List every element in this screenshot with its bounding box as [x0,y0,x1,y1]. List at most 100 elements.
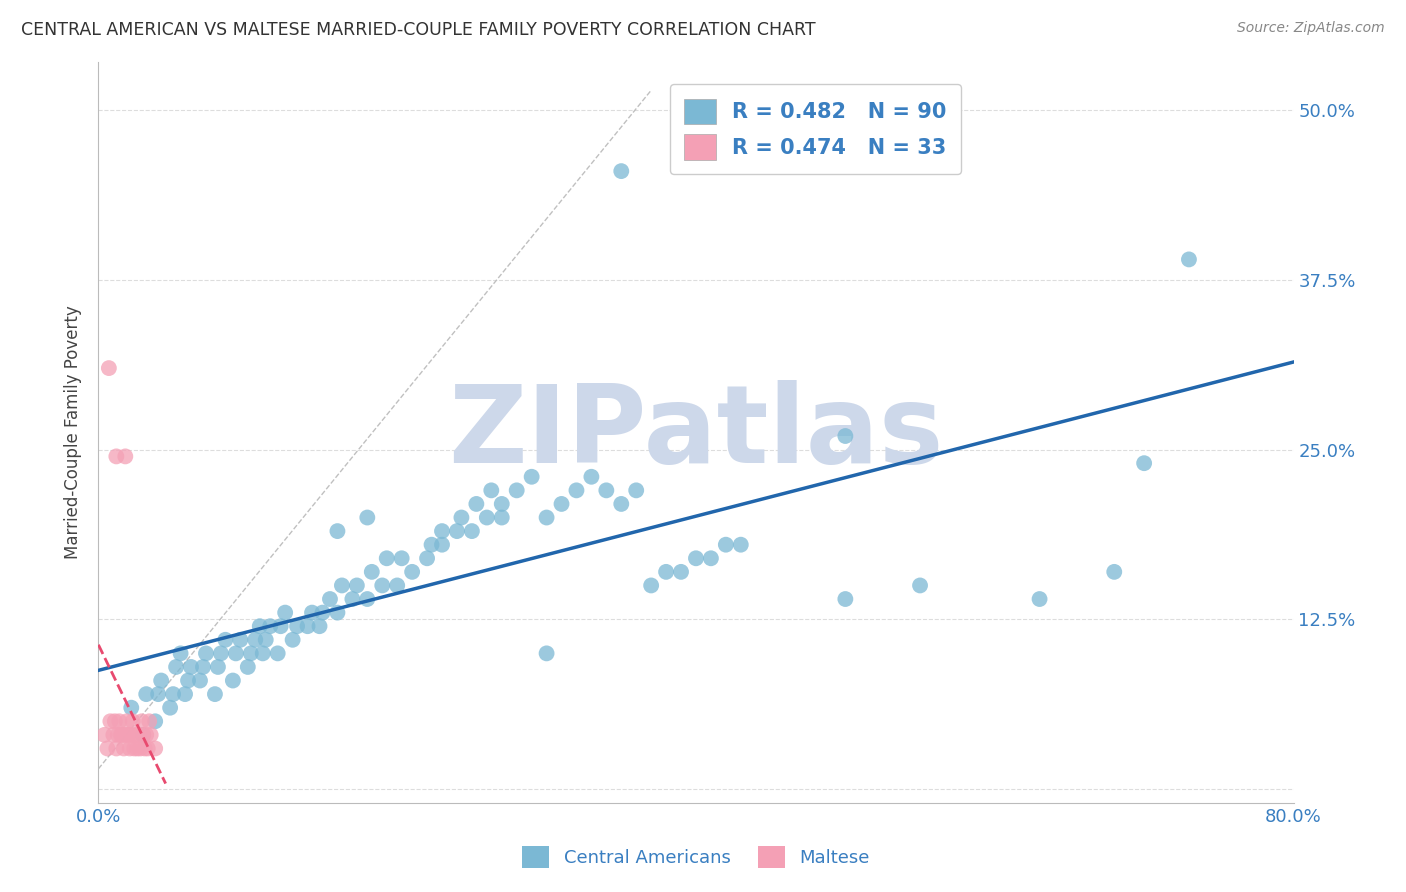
Point [143,741,166,756]
Point [308,619,330,633]
Point [375,551,398,566]
Point [93,728,115,742]
Point [326,606,349,620]
Point [180,660,202,674]
Point [461,524,484,538]
Point [834,429,856,443]
Point [252,646,274,660]
Point [239,646,262,660]
Point [96,741,118,756]
Point [401,565,423,579]
Point [174,687,197,701]
Point [297,619,319,633]
Point [121,714,143,729]
Point [1028,592,1050,607]
Point [326,524,349,538]
Point [1178,252,1201,267]
Point [1104,565,1126,579]
Point [565,483,588,498]
Point [450,510,472,524]
Point [128,728,150,742]
Text: Source: ZipAtlas.com: Source: ZipAtlas.com [1237,21,1385,35]
Point [669,565,692,579]
Point [134,741,156,756]
Point [129,741,152,756]
Point [117,728,139,742]
Point [430,538,453,552]
Point [111,728,134,742]
Point [188,673,211,688]
Point [165,660,187,674]
Point [132,728,155,742]
Point [195,646,218,660]
Point [346,578,368,592]
Point [908,578,931,592]
Point [127,741,149,756]
Point [162,687,184,701]
Point [626,483,648,498]
Point [148,687,170,701]
Point [136,741,159,756]
Point [120,700,142,714]
Point [150,673,173,688]
Point [103,728,125,742]
Point [120,728,142,742]
Point [416,551,439,566]
Point [285,619,308,633]
Point [420,538,443,552]
Point [114,450,136,464]
Point [685,551,707,566]
Point [229,632,252,647]
Point [834,592,856,607]
Point [115,714,138,729]
Y-axis label: Married-Couple Family Poverty: Married-Couple Family Poverty [65,306,83,559]
Point [595,483,617,498]
Point [135,728,157,742]
Point [118,741,141,756]
Point [169,646,191,660]
Point [245,632,267,647]
Point [214,632,236,647]
Point [112,741,135,756]
Point [714,538,737,552]
Point [371,578,394,592]
Point [356,592,378,607]
Point [209,646,232,660]
Point [207,660,229,674]
Point [700,551,723,566]
Point [177,673,200,688]
Point [125,728,148,742]
Point [536,510,558,524]
Point [159,700,181,714]
Point [110,728,132,742]
Point [610,497,633,511]
Point [131,714,153,729]
Point [124,741,146,756]
Point [506,483,529,498]
Point [730,538,752,552]
Point [259,619,281,633]
Point [97,361,120,376]
Point [536,646,558,660]
Point [132,728,155,742]
Point [465,497,488,511]
Point [114,728,136,742]
Point [104,714,127,729]
Point [143,714,166,729]
Point [281,632,304,647]
Point [479,483,502,498]
Point [391,551,413,566]
Point [191,660,214,674]
Point [475,510,498,524]
Legend: Central Americans, Maltese: Central Americans, Maltese [515,838,877,875]
Point [385,578,409,592]
Point [236,660,259,674]
Text: CENTRAL AMERICAN VS MALTESE MARRIED-COUPLE FAMILY POVERTY CORRELATION CHART: CENTRAL AMERICAN VS MALTESE MARRIED-COUP… [21,21,815,38]
Point [105,741,128,756]
Point [550,497,572,511]
Point [491,497,513,511]
Point [254,632,277,647]
Text: ZIPatlas: ZIPatlas [449,380,943,485]
Point [330,578,353,592]
Point [356,510,378,524]
